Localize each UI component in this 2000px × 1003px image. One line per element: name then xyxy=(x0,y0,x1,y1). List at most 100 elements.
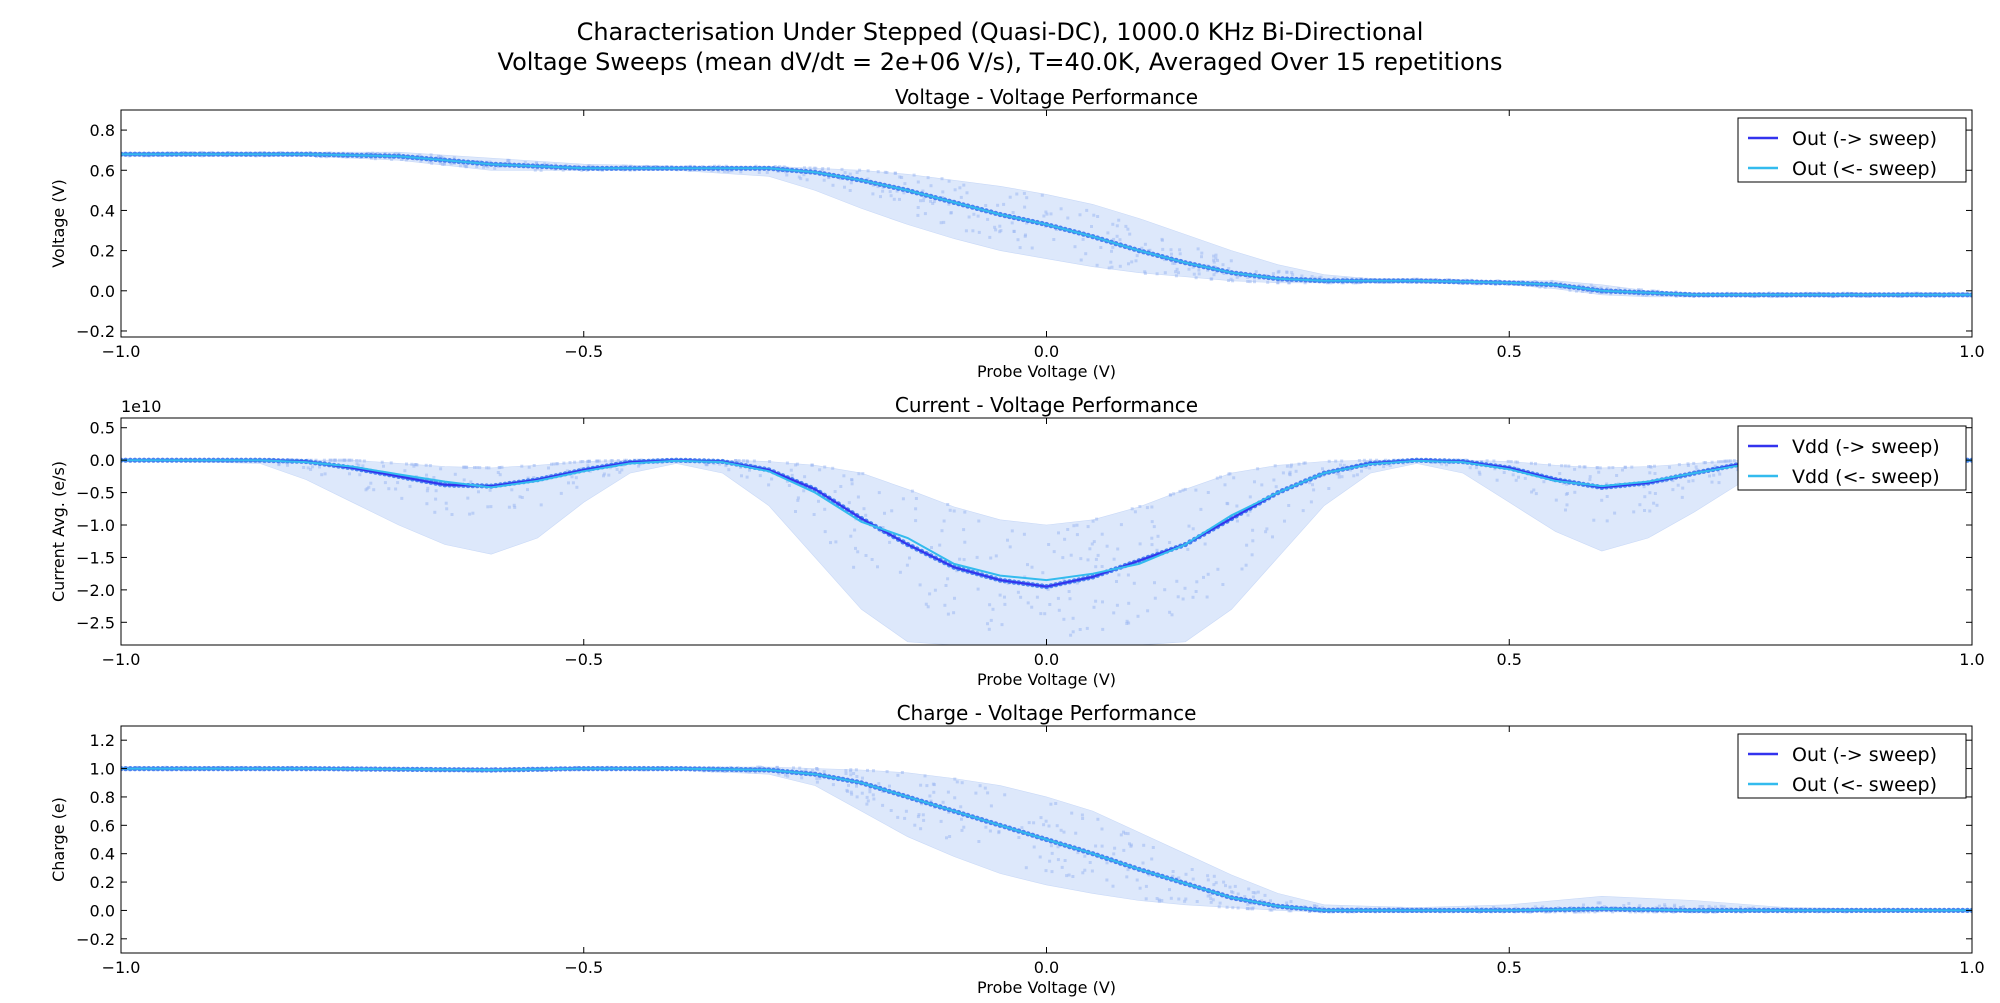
y-tick-label: 0.6 xyxy=(90,161,115,180)
sample-point xyxy=(200,154,204,158)
sample-point xyxy=(803,475,807,479)
sample-point xyxy=(1357,459,1361,462)
sample-point xyxy=(1135,254,1139,258)
sample-point xyxy=(380,460,384,464)
sample-point xyxy=(1054,802,1058,805)
sample-point xyxy=(1232,476,1236,480)
sample-point xyxy=(318,465,321,469)
sample-point xyxy=(989,556,993,560)
sample-point xyxy=(796,498,800,502)
x-tick-label: 0.5 xyxy=(1497,958,1522,977)
sample-point xyxy=(1138,542,1142,546)
sample-point xyxy=(946,503,950,506)
sample-point xyxy=(1012,229,1016,233)
sample-point xyxy=(922,818,926,822)
sample-point xyxy=(848,189,852,192)
sample-point xyxy=(940,177,944,181)
sample-point xyxy=(1056,596,1060,600)
sample-point xyxy=(1155,548,1159,552)
sample-point xyxy=(1025,196,1029,200)
sample-point xyxy=(1119,833,1123,837)
sample-point xyxy=(1122,830,1125,834)
sample-point xyxy=(1096,817,1100,821)
sample-point xyxy=(903,182,907,186)
sample-point xyxy=(1333,276,1337,280)
sample-point xyxy=(1171,874,1175,878)
sample-point xyxy=(894,171,897,175)
sample-point xyxy=(1200,255,1203,259)
sample-point xyxy=(1648,509,1652,513)
sample-point xyxy=(437,154,440,158)
sample-point xyxy=(1125,622,1129,625)
sample-point xyxy=(616,459,620,462)
sample-point xyxy=(1140,246,1144,250)
sample-point xyxy=(1663,903,1667,907)
sample-point xyxy=(1112,237,1116,241)
sample-point xyxy=(760,766,764,769)
sample-point xyxy=(1710,460,1714,464)
sample-point xyxy=(914,497,918,500)
sample-point xyxy=(1055,824,1059,828)
sample-point xyxy=(442,162,446,166)
sample-point xyxy=(1681,486,1685,490)
sample-point xyxy=(881,526,885,529)
sample-point xyxy=(1321,467,1324,471)
legend: Out (-> sweep) Out (<- sweep) xyxy=(1737,733,1967,799)
sample-point xyxy=(1335,472,1339,476)
sample-point xyxy=(1068,597,1072,601)
sample-point xyxy=(1309,500,1313,504)
sample-point xyxy=(1157,898,1161,902)
sample-point xyxy=(1729,459,1732,463)
sample-point xyxy=(314,458,318,462)
sample-point xyxy=(1575,289,1578,293)
sample-point xyxy=(922,196,926,200)
sample-point xyxy=(1542,480,1546,484)
sample-point xyxy=(994,554,998,558)
sample-point xyxy=(1071,630,1075,634)
sample-point xyxy=(1708,474,1711,478)
sample-point xyxy=(889,194,893,198)
sample-point xyxy=(988,235,992,239)
sample-point xyxy=(1138,505,1142,508)
sample-point xyxy=(776,765,779,769)
sample-point xyxy=(852,565,856,569)
sample-point xyxy=(849,534,853,538)
sample-point xyxy=(752,459,756,463)
sample-point xyxy=(1062,617,1066,621)
y-tick-label: −0.2 xyxy=(76,930,115,949)
sample-point xyxy=(844,772,848,775)
sample-point xyxy=(534,162,538,166)
sample-point xyxy=(1215,476,1219,480)
chart-1: −1.0 −0.5 0.0 0.5 1.0 −0.2 0.0 0.2 0.4 0.6 0.8 Volt… xyxy=(49,85,1985,381)
sample-point xyxy=(1206,572,1210,576)
sample-point xyxy=(1066,528,1070,531)
sample-point xyxy=(1297,462,1301,466)
sample-point xyxy=(883,170,887,174)
sample-point xyxy=(737,459,741,463)
sample-point xyxy=(1235,504,1239,508)
sample-point xyxy=(1269,899,1272,903)
sample-point xyxy=(1263,893,1267,897)
sample-point xyxy=(1019,595,1023,599)
sample-point xyxy=(849,181,853,185)
sample-point xyxy=(523,161,527,164)
sample-point xyxy=(1100,827,1104,831)
sample-point xyxy=(410,462,414,466)
sample-point xyxy=(881,803,885,807)
sample-point xyxy=(988,829,992,833)
sample-point xyxy=(1270,908,1274,912)
sample-point xyxy=(889,809,893,812)
sample-point xyxy=(1161,247,1165,251)
sample-point xyxy=(1025,221,1029,225)
sample-point xyxy=(337,458,341,462)
sample-point xyxy=(597,459,601,463)
sample-point xyxy=(424,463,428,467)
sample-point xyxy=(473,466,476,469)
sample-point xyxy=(953,188,957,192)
sample-point xyxy=(929,799,933,803)
sample-point xyxy=(400,496,404,500)
sample-point xyxy=(1273,464,1277,468)
sample-point xyxy=(945,836,948,840)
sample-point xyxy=(1187,524,1191,528)
sample-point xyxy=(1637,288,1640,292)
